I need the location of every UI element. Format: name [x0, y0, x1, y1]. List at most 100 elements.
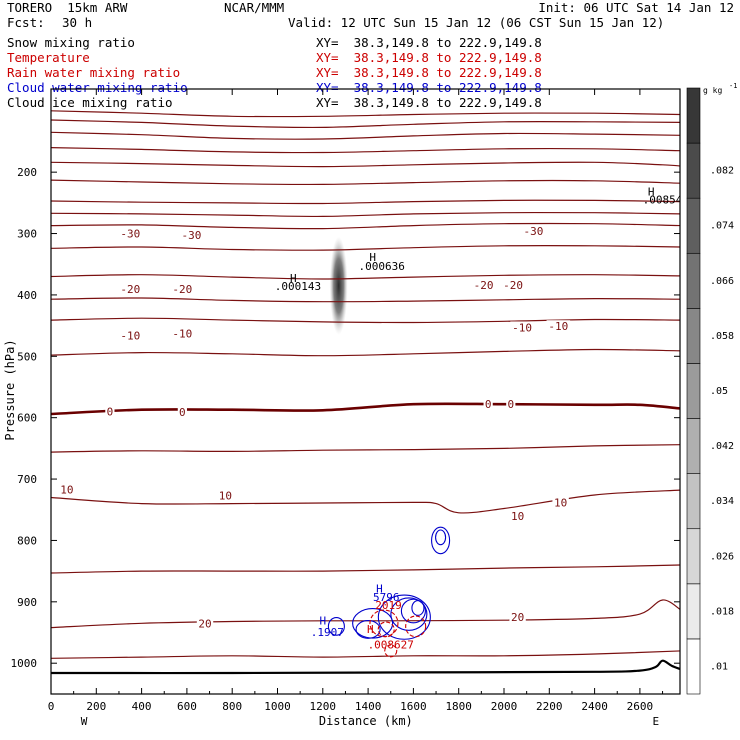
- isotherm-label-bg: [509, 611, 526, 623]
- isotherm-label-bg: [58, 483, 76, 495]
- isotherm-label-bg: [196, 617, 214, 629]
- x-tick-label: 200: [86, 700, 106, 713]
- x-tick-label: 800: [222, 700, 242, 713]
- isotherm-label: -30: [120, 228, 140, 241]
- field-xy: XY= 38.3,149.8 to 222.9,149.8: [316, 95, 542, 110]
- isotherm-label: -20: [474, 279, 494, 292]
- model-label: TORERO 15km ARW: [7, 0, 128, 15]
- field-xy: XY= 38.3,149.8 to 222.9,149.8: [316, 50, 542, 65]
- extremum-label: H: [319, 615, 326, 628]
- isotherm-label: 10: [511, 510, 524, 523]
- colorbar-swatch: [686, 583, 701, 640]
- valid-label: Valid: 12 UTC Sun 15 Jan 12 (06 CST Sun …: [288, 15, 665, 30]
- isotherm-label: -20: [503, 279, 523, 292]
- isotherm-label: -10: [120, 329, 140, 342]
- x-tick-label: 600: [177, 700, 197, 713]
- isotherm-label: 20: [198, 617, 211, 630]
- colorbar-tick-label: .034: [710, 496, 734, 507]
- x-tick-label: 2000: [491, 700, 518, 713]
- fcst-value: 30 h: [62, 15, 93, 30]
- isotherm-line: [51, 317, 680, 324]
- y-tick-label: 500: [17, 350, 37, 363]
- extremum-label: .1907: [311, 626, 344, 639]
- extremum-label: H: [369, 251, 376, 264]
- extremum-label: H: [367, 623, 374, 636]
- colorbar-tick-label: .042: [710, 441, 734, 452]
- colorbar-swatch: [686, 252, 701, 309]
- field-xy: XY= 38.3,149.8 to 222.9,149.8: [316, 35, 542, 50]
- isotherm-line: [51, 119, 680, 129]
- y-tick-label: 400: [17, 289, 37, 302]
- field-name: Cloud water mixing ratio: [7, 80, 188, 95]
- cloud-water-contour: [390, 597, 428, 631]
- isotherm-line: [51, 131, 680, 140]
- colorbar-tick-label: .074: [710, 221, 734, 232]
- field-name: Snow mixing ratio: [7, 35, 135, 50]
- colorbar-swatch: [686, 363, 701, 419]
- isotherm-label: 0: [507, 398, 514, 411]
- isotherm-line: [51, 402, 680, 416]
- rain-contour: [377, 621, 395, 638]
- isotherm-label-bg: [546, 320, 571, 332]
- isotherm-label: -30: [524, 225, 544, 238]
- y-tick-label: 1000: [11, 657, 38, 670]
- isotherm-line: [51, 147, 680, 154]
- isotherm-label-bg: [501, 279, 525, 291]
- isotherm-label-bg: [118, 227, 143, 239]
- y-tick-label: 900: [17, 596, 37, 609]
- cloud-water-contour: [431, 526, 451, 555]
- isotherm-label: 10: [554, 496, 567, 509]
- isotherm-line: [51, 297, 680, 303]
- field-name: Rain water mixing ratio: [7, 65, 181, 80]
- field-name: Temperature: [7, 50, 90, 65]
- y-tick-label: 600: [17, 412, 37, 425]
- isotherm-line: [51, 110, 680, 118]
- isotherm-label-bg: [471, 279, 496, 291]
- rain-contour: [405, 615, 427, 638]
- isotherm-label-bg: [179, 228, 204, 240]
- isotherm-line: [51, 650, 680, 659]
- x-axis-end-label-right: E: [652, 715, 659, 728]
- colorbar-tick-label: .05: [710, 386, 728, 397]
- x-tick-label: 1200: [310, 700, 337, 713]
- isotherm-label-bg: [483, 398, 493, 410]
- cloud-water-contour: [377, 594, 431, 640]
- x-axis-end-label-left: W: [81, 715, 88, 728]
- isotherm-line: [51, 599, 680, 629]
- x-tick-label: 2200: [536, 700, 563, 713]
- plot-frame: [50, 88, 681, 695]
- cloud-water-contour: [355, 620, 381, 639]
- x-tick-label: 2600: [627, 700, 654, 713]
- x-axis-title: Distance (km): [319, 714, 413, 728]
- isotherm-label-bg: [118, 329, 143, 341]
- terrain-line: [51, 659, 680, 675]
- isotherm-line: [51, 179, 680, 186]
- isotherm-line: [51, 161, 680, 168]
- x-tick-label: 1800: [445, 700, 472, 713]
- colorbar-tick-label: .018: [710, 606, 734, 617]
- colorbar-swatch: [686, 473, 701, 530]
- isotherm-label-bg: [217, 489, 234, 501]
- y-tick-label: 800: [17, 534, 37, 547]
- isotherm-label: -10: [172, 328, 192, 341]
- cloud-water-contour: [435, 529, 447, 546]
- isotherm-label: 20: [511, 611, 524, 624]
- y-tick-label: 300: [17, 228, 37, 241]
- cloud-water-contour: [411, 600, 425, 616]
- field-xy: XY= 38.3,149.8 to 222.9,149.8: [316, 80, 542, 95]
- colorbar-swatch: [686, 638, 701, 695]
- isotherm-label: -10: [512, 321, 532, 334]
- cloud-water-contour: [400, 598, 426, 624]
- init-label: Init: 06 UTC Sat 14 Jan 12: [538, 0, 734, 15]
- colorbar-swatch: [686, 418, 701, 474]
- colorbar-tick-label: .026: [710, 551, 734, 562]
- isotherm-label-bg: [552, 496, 569, 508]
- isotherm-line: [51, 348, 680, 357]
- isotherm-label-bg: [118, 282, 143, 294]
- extremum-label: .00854: [643, 193, 683, 206]
- isotherm-label: -20: [172, 283, 192, 296]
- isotherm-line: [51, 222, 680, 230]
- isotherm-label: 10: [60, 483, 73, 496]
- colorbar-tick-label: .058: [710, 331, 734, 342]
- extremum-label: 5796: [373, 591, 400, 604]
